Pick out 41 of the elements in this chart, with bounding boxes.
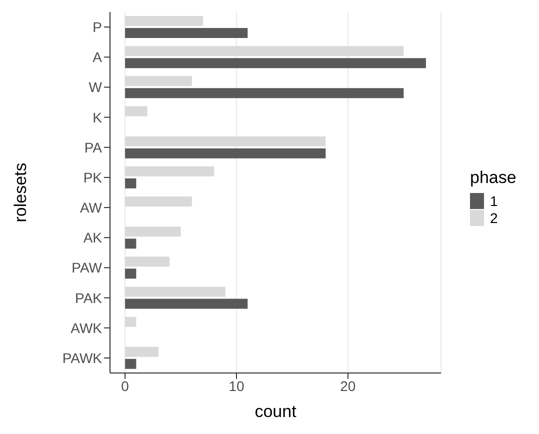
y-tick-label: AK	[83, 230, 103, 246]
y-tick-label: PK	[83, 169, 103, 186]
bar	[125, 148, 326, 158]
bar	[125, 268, 136, 279]
bar	[125, 316, 136, 327]
y-tick-label: P	[92, 19, 102, 36]
x-axis-title: count	[254, 402, 297, 421]
bar	[125, 346, 158, 357]
x-tick-label: 20	[340, 378, 356, 394]
y-tick-label: AWK	[70, 320, 103, 336]
bar	[125, 76, 192, 86]
y-tick-label: K	[92, 109, 103, 126]
bar	[125, 166, 214, 176]
bar	[125, 46, 404, 56]
y-tick-label: PAWK	[62, 350, 103, 366]
y-tick-label: PAW	[72, 260, 103, 276]
bar	[125, 256, 170, 267]
y-axis-title: rolesets	[11, 162, 30, 222]
bar	[125, 226, 181, 237]
bar	[125, 196, 192, 206]
y-tick-label: PAK	[75, 290, 103, 306]
legend-label: 1	[490, 192, 498, 208]
bar	[125, 88, 404, 98]
y-tick-label: AW	[80, 200, 103, 216]
bar	[125, 286, 226, 297]
bar	[125, 238, 136, 249]
y-tick-label: PA	[84, 139, 103, 156]
bar	[125, 136, 326, 146]
bar	[125, 298, 248, 309]
legend-title: phase	[470, 168, 516, 188]
bar	[125, 178, 136, 188]
bar	[125, 358, 136, 369]
x-tick-label: 0	[121, 378, 130, 394]
y-tick-label: W	[88, 79, 103, 96]
y-tick-label: A	[92, 49, 103, 66]
bar	[125, 28, 248, 38]
bar	[125, 106, 148, 116]
x-tick-label: 10	[228, 378, 244, 394]
bar	[125, 16, 204, 26]
legend-label: 2	[490, 210, 498, 226]
bar	[125, 58, 426, 68]
